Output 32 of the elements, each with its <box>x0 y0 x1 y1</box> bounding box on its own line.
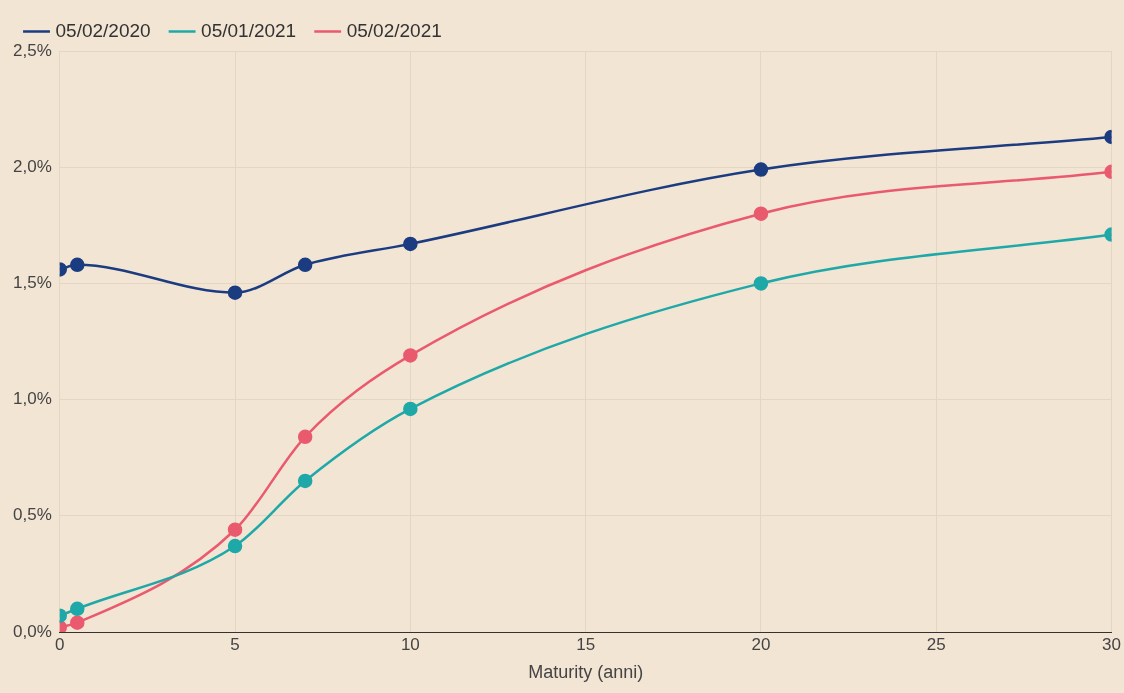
point <box>227 522 243 537</box>
point <box>227 285 243 300</box>
point <box>70 257 85 273</box>
x-tick-label: 0 <box>55 634 65 654</box>
y-tick-label: 2,0% <box>13 156 52 176</box>
x-axis-title: Maturity (anni) <box>528 662 644 683</box>
point <box>403 401 418 417</box>
point <box>227 538 243 554</box>
point <box>70 601 85 617</box>
y-tick-label: 2,5% <box>13 40 52 60</box>
y-tick-label: 0,5% <box>13 505 52 525</box>
point <box>753 206 769 221</box>
y-tick-label: 0,0% <box>13 621 52 641</box>
point <box>297 257 313 273</box>
point <box>297 429 313 445</box>
point <box>297 473 313 489</box>
x-tick-label: 20 <box>751 634 771 654</box>
y-tick-label: 1,0% <box>13 389 52 409</box>
point <box>403 236 418 252</box>
point <box>403 348 418 363</box>
x-tick-label: 25 <box>926 634 946 654</box>
y-tick-label: 1,5% <box>13 273 52 293</box>
point <box>753 276 769 291</box>
point <box>753 162 769 177</box>
x-tick-label: 30 <box>1102 634 1122 654</box>
point <box>70 615 85 630</box>
legend-label: 05/02/2021 <box>346 19 442 41</box>
x-tick-label: 10 <box>400 634 420 654</box>
legend-label: 05/02/2020 <box>55 19 151 41</box>
x-tick-label: 5 <box>230 634 240 654</box>
x-tick-label: 15 <box>576 634 596 654</box>
legend-label: 05/01/2021 <box>201 19 297 41</box>
